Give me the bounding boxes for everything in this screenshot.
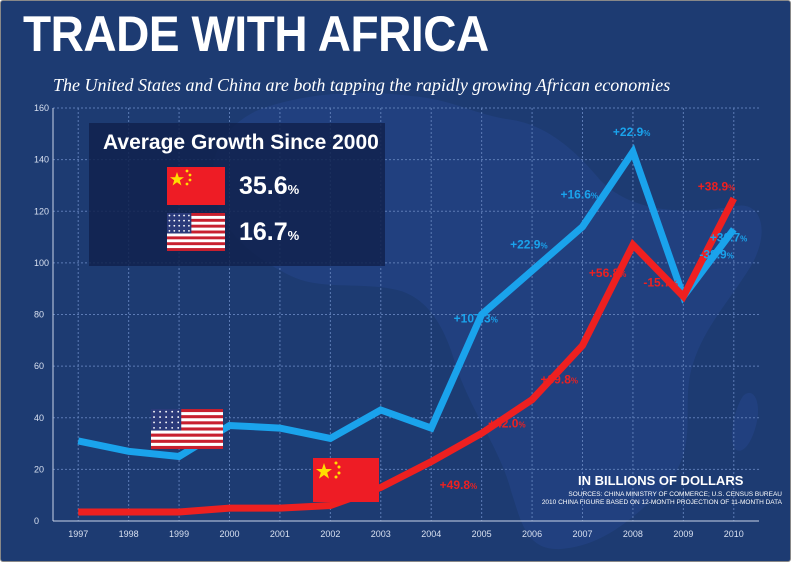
data-label-us: +22.9% [510,238,547,252]
x-tick-label: 2006 [522,529,542,539]
x-tick-label: 2000 [219,529,239,539]
sources-text: SOURCES: CHINA MINISTRY OF COMMERCE; U.S… [568,491,782,498]
y-tick-label: 0 [34,516,39,526]
y-tick-label: 160 [34,103,49,113]
axes: 0 20 40 60 80 100 120 140 160 1997 1998 1999 2000 200… [34,103,759,539]
series [77,144,737,516]
legend-value-us: 16.7% [239,217,300,246]
data-labels: +107.3% +22.9% +16.6% +22.9% -38.9% +30.7% +49… [440,125,748,492]
y-tick-label: 40 [34,413,44,423]
sources-subnote: 2010 CHINA FIGURE BASED ON 12-MONTH PROJ… [541,499,782,506]
madagascar-shape [732,392,759,451]
data-label-us: +30.7% [710,230,748,244]
data-label-china: -15.7% [643,275,677,289]
data-label-us: +16.6% [561,188,599,202]
legend-box: Average Growth Since 2000 35.6% 16.7% [89,123,385,266]
legend-item-china: 35.6% [167,167,299,205]
sources-note: SOURCES: CHINA MINISTRY OF COMMERCE; U.S… [532,491,782,507]
series-line-us [77,144,737,461]
us-flag-icon [167,213,225,251]
data-label-us: -38.9% [699,247,733,261]
x-tick-label: 2003 [371,529,391,539]
data-label-china: +42.0% [488,417,525,431]
x-tick-label: 2002 [320,529,340,539]
x-tick-label: 1997 [68,529,88,539]
data-label-us: +107.3% [454,312,498,326]
x-tick-label: 2009 [673,529,693,539]
china-flag-icon [167,167,225,205]
y-tick-label: 80 [34,310,44,320]
x-tick-label: 2008 [623,529,643,539]
x-tick-label: 2007 [572,529,592,539]
legend-title: Average Growth Since 2000 [103,131,379,154]
x-tick-label: 1999 [169,529,189,539]
data-label-china: +38.9% [698,179,736,193]
china-flag-icon [313,458,379,502]
legend-item-us: 16.7% [167,213,299,251]
series-line-china [78,196,737,516]
data-label-china: +49.8% [440,478,478,492]
data-label-us: +22.9% [613,125,651,139]
chart-subtitle: The United States and China are both tap… [53,75,671,95]
chart-title: TRADE WITH AFRICA [23,6,489,62]
data-label-china: +39.8% [541,372,579,386]
y-tick-label: 140 [34,155,49,165]
legend-value-china: 35.6% [239,171,300,200]
y-tick-label: 20 [34,464,44,474]
us-flag-icon [151,409,223,449]
data-label-china: +56.8% [589,266,627,280]
x-tick-label: 2010 [724,529,744,539]
x-tick-label: 2004 [421,529,441,539]
y-tick-label: 100 [34,258,49,268]
y-tick-label: 60 [34,361,44,371]
x-tick-label: 2005 [472,529,492,539]
x-tick-label: 1998 [119,529,139,539]
units-note: IN BILLIONS OF DOLLARS [578,473,744,488]
y-tick-label: 120 [34,206,49,216]
x-tick-label: 2001 [270,529,290,539]
